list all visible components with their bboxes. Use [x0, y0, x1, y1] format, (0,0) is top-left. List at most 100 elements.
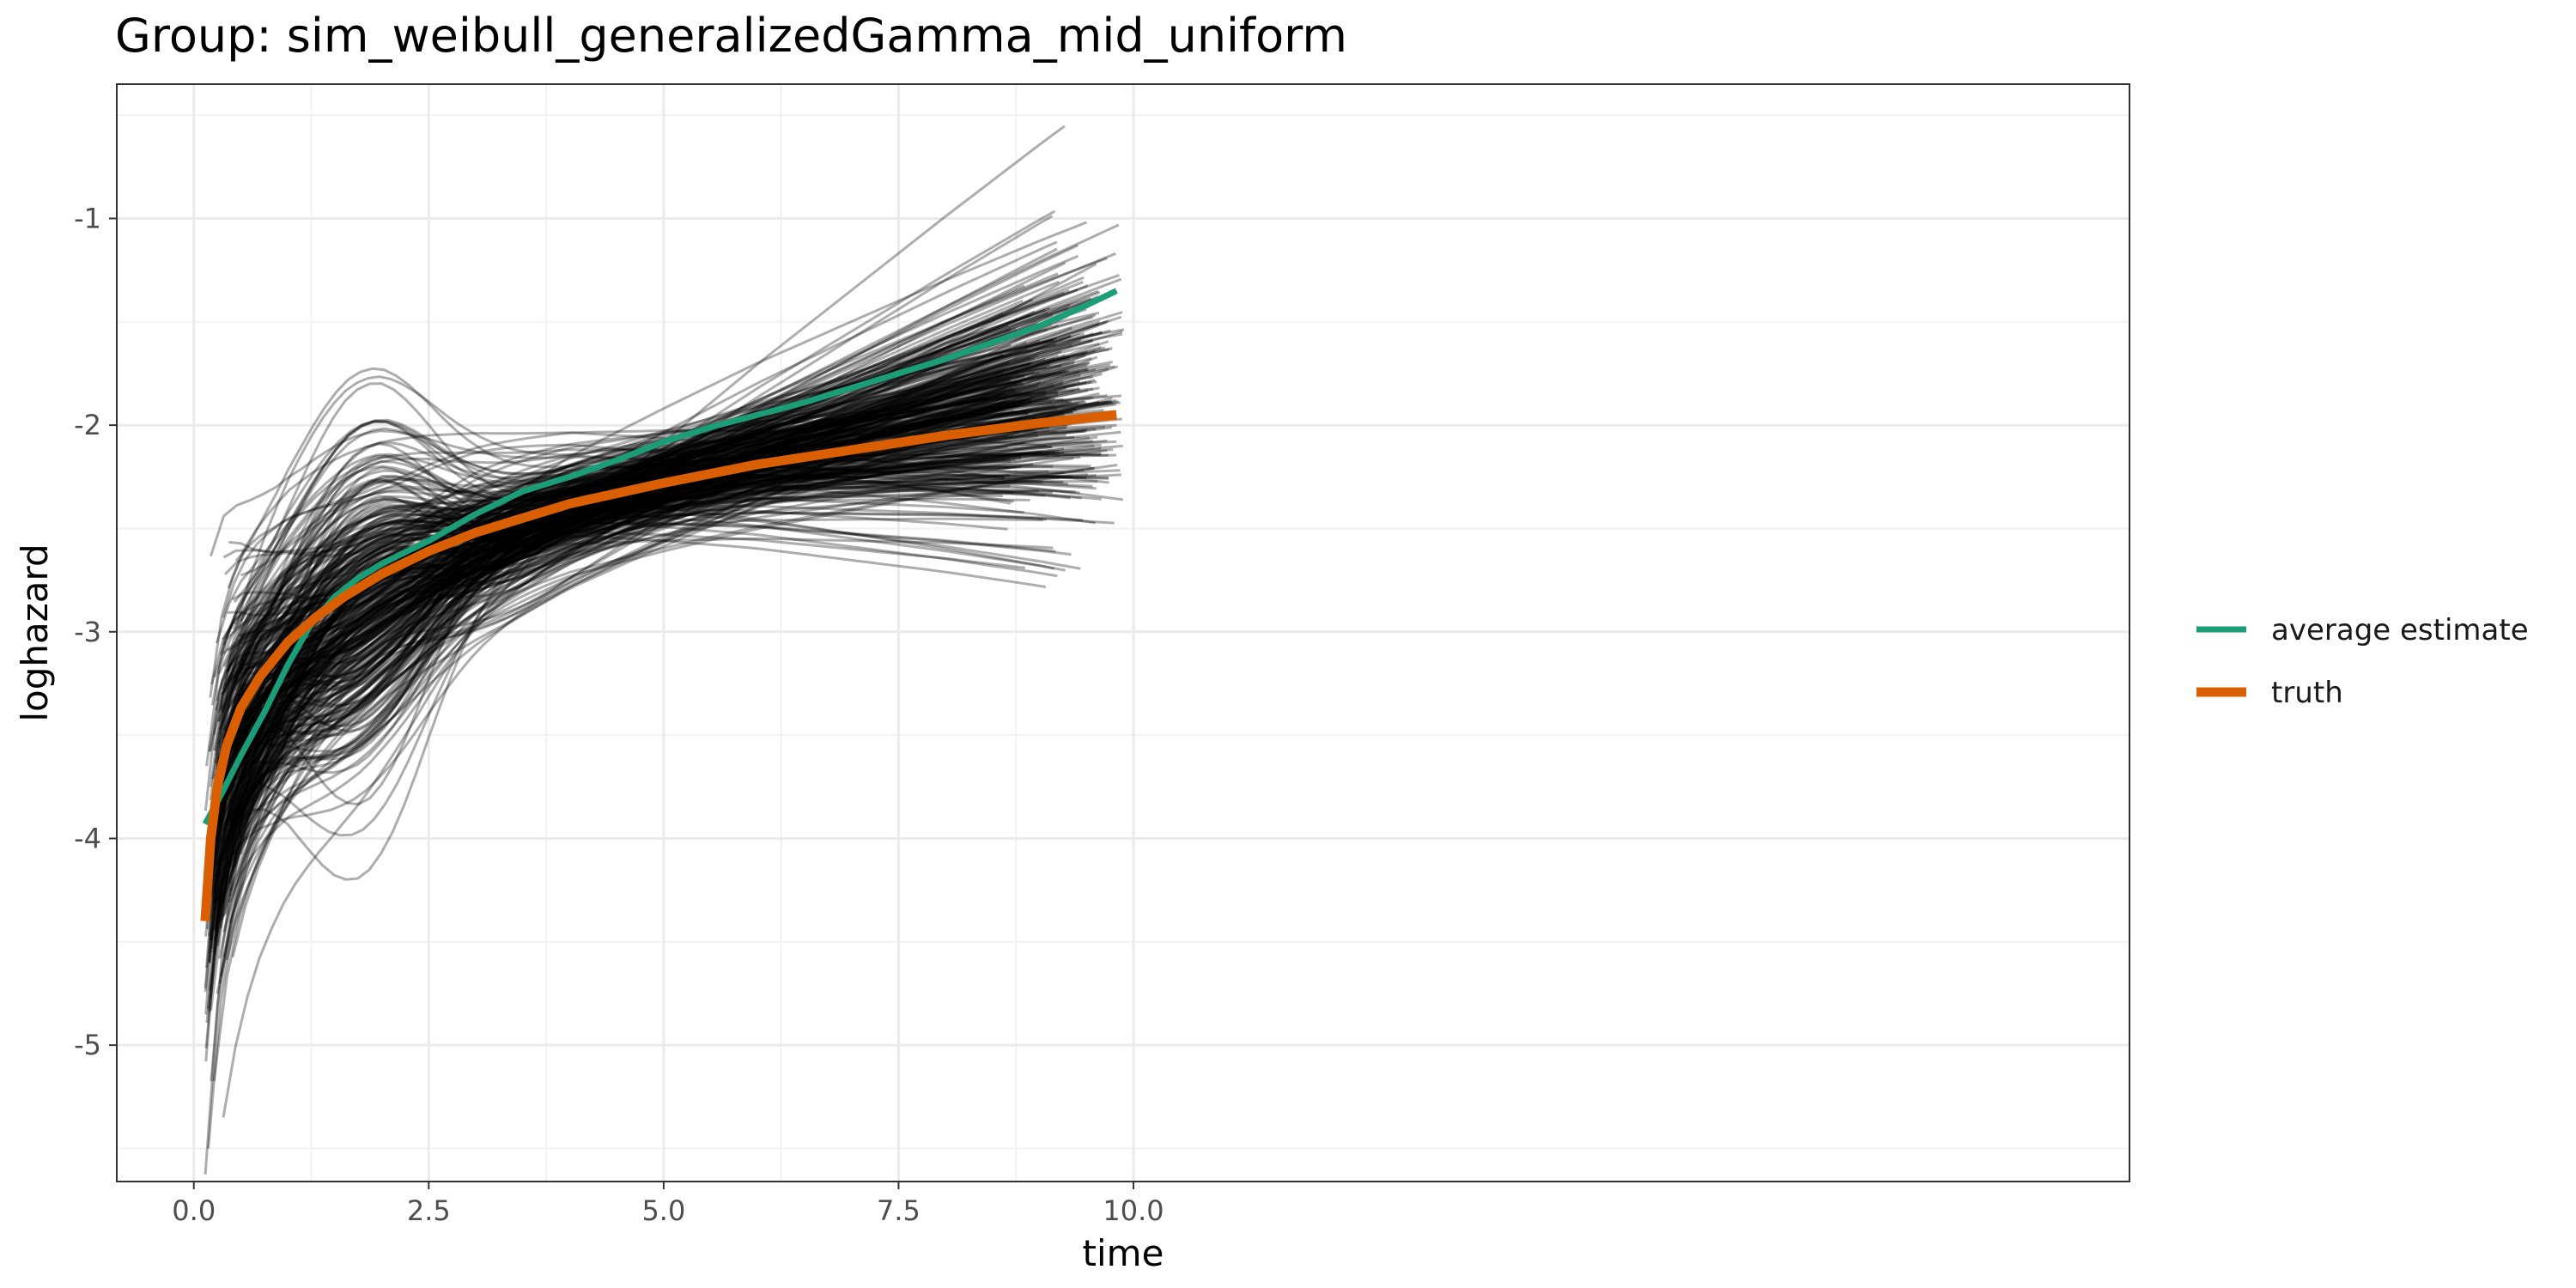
replicate-estimate-line: [208, 446, 1053, 954]
replicate-estimate-line: [231, 320, 1108, 958]
replicate-estimate-line: [240, 391, 1058, 881]
replicate-estimate-line: [232, 417, 1087, 704]
replicate-estimate-line: [216, 364, 1062, 764]
replicate-estimate-line: [213, 223, 1120, 889]
replicate-estimate-line: [213, 291, 1116, 942]
replicate-estimate-line: [215, 252, 1116, 939]
replicate-estimate-line: [222, 330, 1123, 861]
replicate-estimate-line: [207, 339, 1041, 1012]
replicate-estimate-line: [209, 476, 1060, 943]
replicate-estimate-line: [208, 440, 1026, 892]
replicate-estimate-line: [229, 354, 1005, 826]
replicate-estimate-line: [216, 331, 1103, 901]
replicate-estimate-line: [226, 448, 1109, 671]
replicate-estimate-line: [239, 453, 1014, 689]
replicate-estimate-line: [204, 404, 1005, 1062]
replicate-estimate-line: [215, 394, 1047, 912]
replicate-estimate-line: [215, 311, 1049, 832]
replicate-estimate-line: [218, 356, 1031, 984]
replicate-estimate-line: [232, 444, 1123, 783]
replicate-estimate-line: [230, 418, 1010, 695]
replicate-estimate-line: [223, 507, 1008, 694]
replicate-estimate-line: [236, 480, 1098, 733]
replicate-estimate-line: [213, 353, 1004, 956]
replicate-estimate-line: [237, 416, 1024, 785]
replicate-estimate-line: [215, 289, 1099, 882]
replicate-estimate-line: [221, 357, 1046, 904]
replicate-estimate-line: [238, 392, 1100, 780]
legend-label-average-estimate: average estimate: [2271, 613, 2529, 647]
replicate-estimate-line: [221, 412, 1029, 762]
replicate-estimate-line: [230, 308, 1046, 782]
average-estimate-line: [202, 288, 1118, 826]
replicate-estimate-line: [221, 447, 1102, 779]
replicate-estimate-line: [213, 421, 1051, 911]
replicate-estimate-line: [215, 284, 1025, 836]
replicate-estimate-line: [229, 277, 1122, 841]
replicate-estimate-line: [222, 428, 1088, 696]
replicate-estimate-line: [218, 375, 1012, 731]
replicate-estimate-line: [205, 371, 1036, 860]
replicate-estimate-line: [233, 412, 1004, 855]
replicate-estimate-line: [234, 366, 1048, 715]
replicate-estimate-line: [225, 454, 1022, 738]
replicate-estimate-line: [204, 410, 1072, 870]
x-tick-label: 0.0: [172, 1194, 216, 1227]
replicate-estimate-line: [208, 439, 1108, 826]
replicate-estimate-line: [237, 392, 1005, 801]
legend: average estimate truth: [2196, 613, 2529, 710]
replicate-estimate-line: [235, 346, 1106, 729]
replicate-estimate-line: [227, 368, 1097, 798]
replicate-estimate-line: [215, 365, 1115, 770]
replicate-estimate-line: [208, 307, 1051, 991]
replicate-estimate-line: [221, 400, 1072, 748]
replicate-estimate-line: [241, 400, 1112, 708]
y-tick-label: -2: [74, 409, 101, 441]
replicate-estimate-line: [216, 380, 1016, 714]
replicate-estimate-line: [225, 419, 1097, 640]
replicate-estimate-line: [204, 370, 1080, 1175]
replicate-estimate-line: [218, 410, 1115, 735]
replicate-estimate-line: [209, 430, 1058, 787]
replicate-estimate-line: [229, 311, 1100, 748]
truth-line: [200, 410, 1117, 922]
replicate-estimate-line: [209, 431, 1005, 698]
replicate-estimate-line: [237, 391, 1022, 758]
replicate-estimate-line: [208, 471, 1071, 884]
replicate-estimate-line: [220, 371, 1041, 696]
y-tick-label: -5: [74, 1029, 101, 1061]
replicate-estimate-line: [210, 361, 1075, 896]
replicate-estimate-line: [234, 397, 1049, 781]
replicate-estimate-line: [212, 328, 1125, 751]
replicate-estimate-line: [234, 394, 1108, 680]
replicate-estimate-line: [210, 490, 1081, 706]
legend-label-truth: truth: [2271, 676, 2343, 710]
replicate-estimate-line: [216, 210, 1056, 866]
replicate-estimate-line: [227, 388, 1017, 801]
replicate-estimate-line: [220, 244, 1079, 842]
replicate-estimate-line: [215, 422, 1022, 788]
replicate-estimate-line: [216, 322, 1038, 923]
replicate-estimate-line: [207, 431, 1020, 963]
replicate-estimate-line: [220, 400, 1109, 711]
replicate-estimate-line: [222, 221, 1088, 806]
replicate-estimate-line: [216, 355, 1004, 879]
replicate-estimate-line: [223, 363, 1051, 762]
replicate-estimate-line: [207, 254, 1079, 1149]
replicate-estimate-line: [234, 474, 1072, 683]
replicate-estimate-line: [231, 387, 1094, 671]
replicate-estimate-line: [229, 357, 1092, 824]
x-tick-label: 2.5: [407, 1194, 451, 1227]
replicate-estimate-line: [240, 453, 1102, 577]
replicate-estimate-line: [226, 471, 1065, 711]
replicate-estimate-line: [238, 457, 1074, 746]
replicate-estimate-line: [209, 489, 1076, 845]
replicate-estimate-line: [232, 398, 1033, 662]
y-axis-ticks: -5 -4 -3 -2 -1: [74, 202, 117, 1061]
replicate-estimate-line: [212, 365, 1119, 1082]
replicate-estimate-line: [220, 534, 1047, 730]
replicate-estimate-line: [206, 307, 1069, 1009]
series-lines: [200, 288, 1118, 922]
replicate-estimate-line: [215, 450, 1042, 820]
